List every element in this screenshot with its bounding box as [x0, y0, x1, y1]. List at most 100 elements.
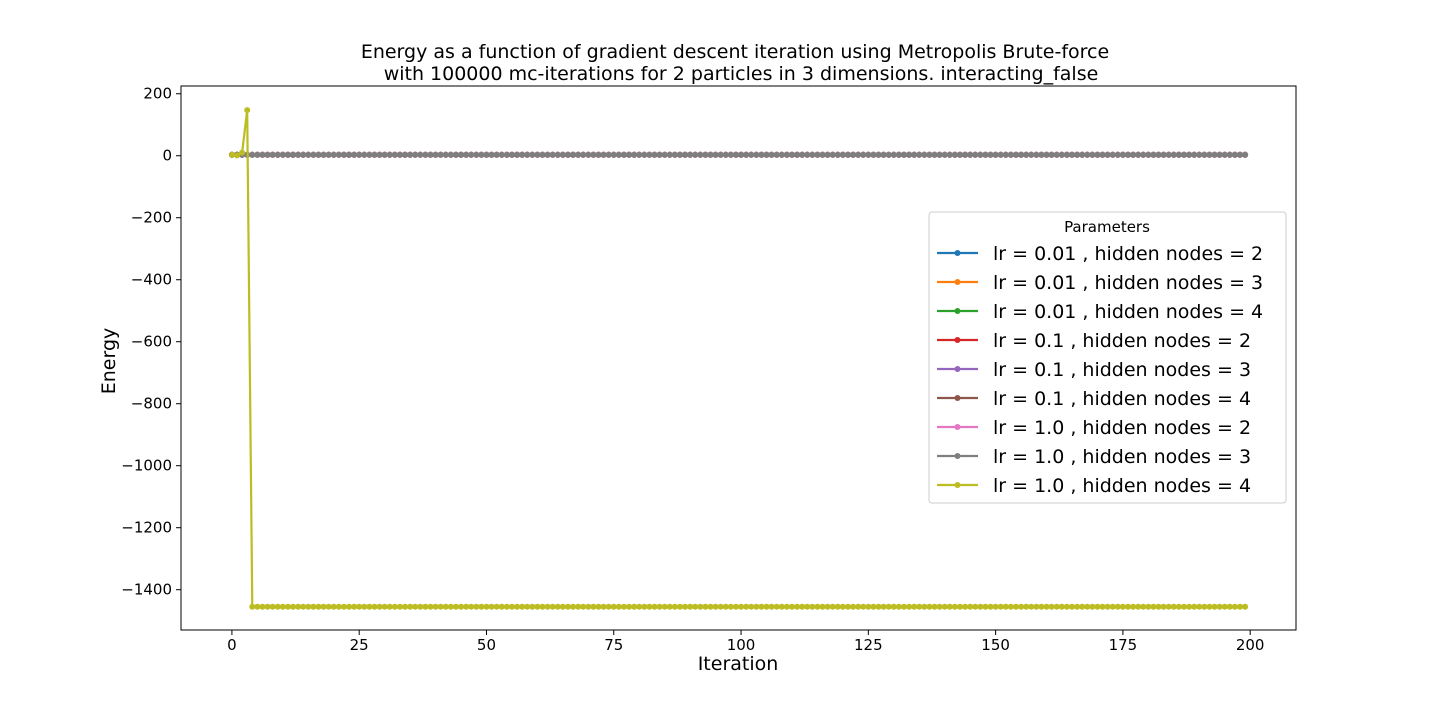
axes-frame — [180, 85, 1297, 631]
legend-label: lr = 0.01 , hidden nodes = 2 — [993, 243, 1263, 265]
data-point — [447, 151, 454, 158]
data-point — [1053, 151, 1060, 158]
y-tick-label: 200 — [143, 85, 172, 103]
data-point — [458, 151, 465, 158]
data-point — [259, 603, 266, 610]
data-point — [824, 603, 831, 610]
data-point — [900, 151, 907, 158]
data-point — [850, 603, 857, 610]
data-point — [931, 151, 938, 158]
data-point — [1074, 151, 1081, 158]
data-point — [844, 151, 851, 158]
data-point — [951, 151, 958, 158]
data-point — [941, 151, 948, 158]
data-point — [753, 603, 760, 610]
data-point — [788, 151, 795, 158]
data-point — [1012, 151, 1019, 158]
data-point — [407, 151, 414, 158]
data-point — [1140, 603, 1147, 610]
data-point — [259, 151, 266, 158]
data-point — [946, 603, 953, 610]
data-point — [931, 603, 938, 610]
data-point — [498, 151, 505, 158]
data-point — [656, 151, 663, 158]
data-point — [580, 151, 587, 158]
data-point — [911, 603, 918, 610]
data-point — [620, 603, 627, 610]
legend-marker-swatch — [954, 366, 961, 372]
data-point — [295, 151, 302, 158]
data-point — [463, 603, 470, 610]
data-point — [1226, 603, 1233, 610]
data-point — [600, 603, 607, 610]
data-point — [239, 149, 246, 156]
data-point — [1089, 603, 1096, 610]
data-point — [1237, 151, 1243, 158]
series-9 — [228, 107, 1249, 610]
data-point — [524, 151, 531, 158]
data-point — [1124, 603, 1131, 610]
data-point — [916, 151, 923, 158]
data-point — [1018, 151, 1025, 158]
data-point — [534, 603, 541, 610]
chart-subtitle: with 100000 mc-iterations for 2 particle… — [384, 63, 1099, 85]
data-point — [402, 151, 409, 158]
data-point — [783, 603, 790, 610]
data-point — [610, 603, 617, 610]
legend-marker-swatch — [954, 424, 961, 430]
data-point — [269, 603, 276, 610]
legend-label: lr = 1.0 , hidden nodes = 2 — [993, 417, 1251, 439]
data-point — [427, 603, 434, 610]
legend-label: lr = 0.01 , hidden nodes = 3 — [993, 272, 1263, 294]
data-point — [1033, 151, 1040, 158]
data-point — [305, 603, 312, 610]
data-point — [585, 603, 592, 610]
data-point — [335, 151, 342, 158]
data-point — [936, 151, 943, 158]
data-point — [1201, 603, 1208, 610]
data-point — [442, 603, 449, 610]
data-point — [620, 151, 627, 158]
data-point — [1058, 151, 1065, 158]
data-point — [1119, 603, 1126, 610]
data-point — [758, 603, 765, 610]
data-point — [839, 151, 846, 158]
data-point — [1145, 151, 1152, 158]
data-point — [493, 603, 500, 610]
data-point — [274, 151, 281, 158]
data-point — [956, 603, 963, 610]
data-point — [1114, 151, 1121, 158]
data-point — [671, 603, 678, 610]
data-point — [997, 151, 1004, 158]
data-point — [1038, 603, 1045, 610]
data-point — [1007, 151, 1014, 158]
data-point — [1028, 603, 1035, 610]
data-point — [962, 151, 969, 158]
data-point — [437, 603, 444, 610]
data-point — [544, 151, 551, 158]
y-tick-label: −400 — [131, 271, 172, 289]
data-point — [559, 151, 566, 158]
data-point — [631, 603, 638, 610]
data-point — [631, 151, 638, 158]
data-point — [804, 151, 811, 158]
chart-title: Energy as a function of gradient descent… — [361, 41, 1109, 63]
data-point — [758, 151, 765, 158]
data-point — [834, 603, 841, 610]
data-point — [972, 151, 979, 158]
legend-marker-swatch — [954, 279, 961, 285]
data-point — [1114, 603, 1121, 610]
data-point — [1079, 603, 1086, 610]
data-point — [279, 151, 286, 158]
data-point — [524, 603, 531, 610]
y-tick-label: −1000 — [121, 457, 172, 475]
data-point — [1231, 151, 1238, 158]
data-point — [529, 151, 536, 158]
x-tick-label: 50 — [477, 636, 496, 654]
data-point — [1150, 603, 1157, 610]
data-point — [799, 603, 806, 610]
data-point — [249, 151, 256, 158]
data-point — [732, 151, 739, 158]
data-point — [865, 603, 872, 610]
data-point — [300, 151, 307, 158]
